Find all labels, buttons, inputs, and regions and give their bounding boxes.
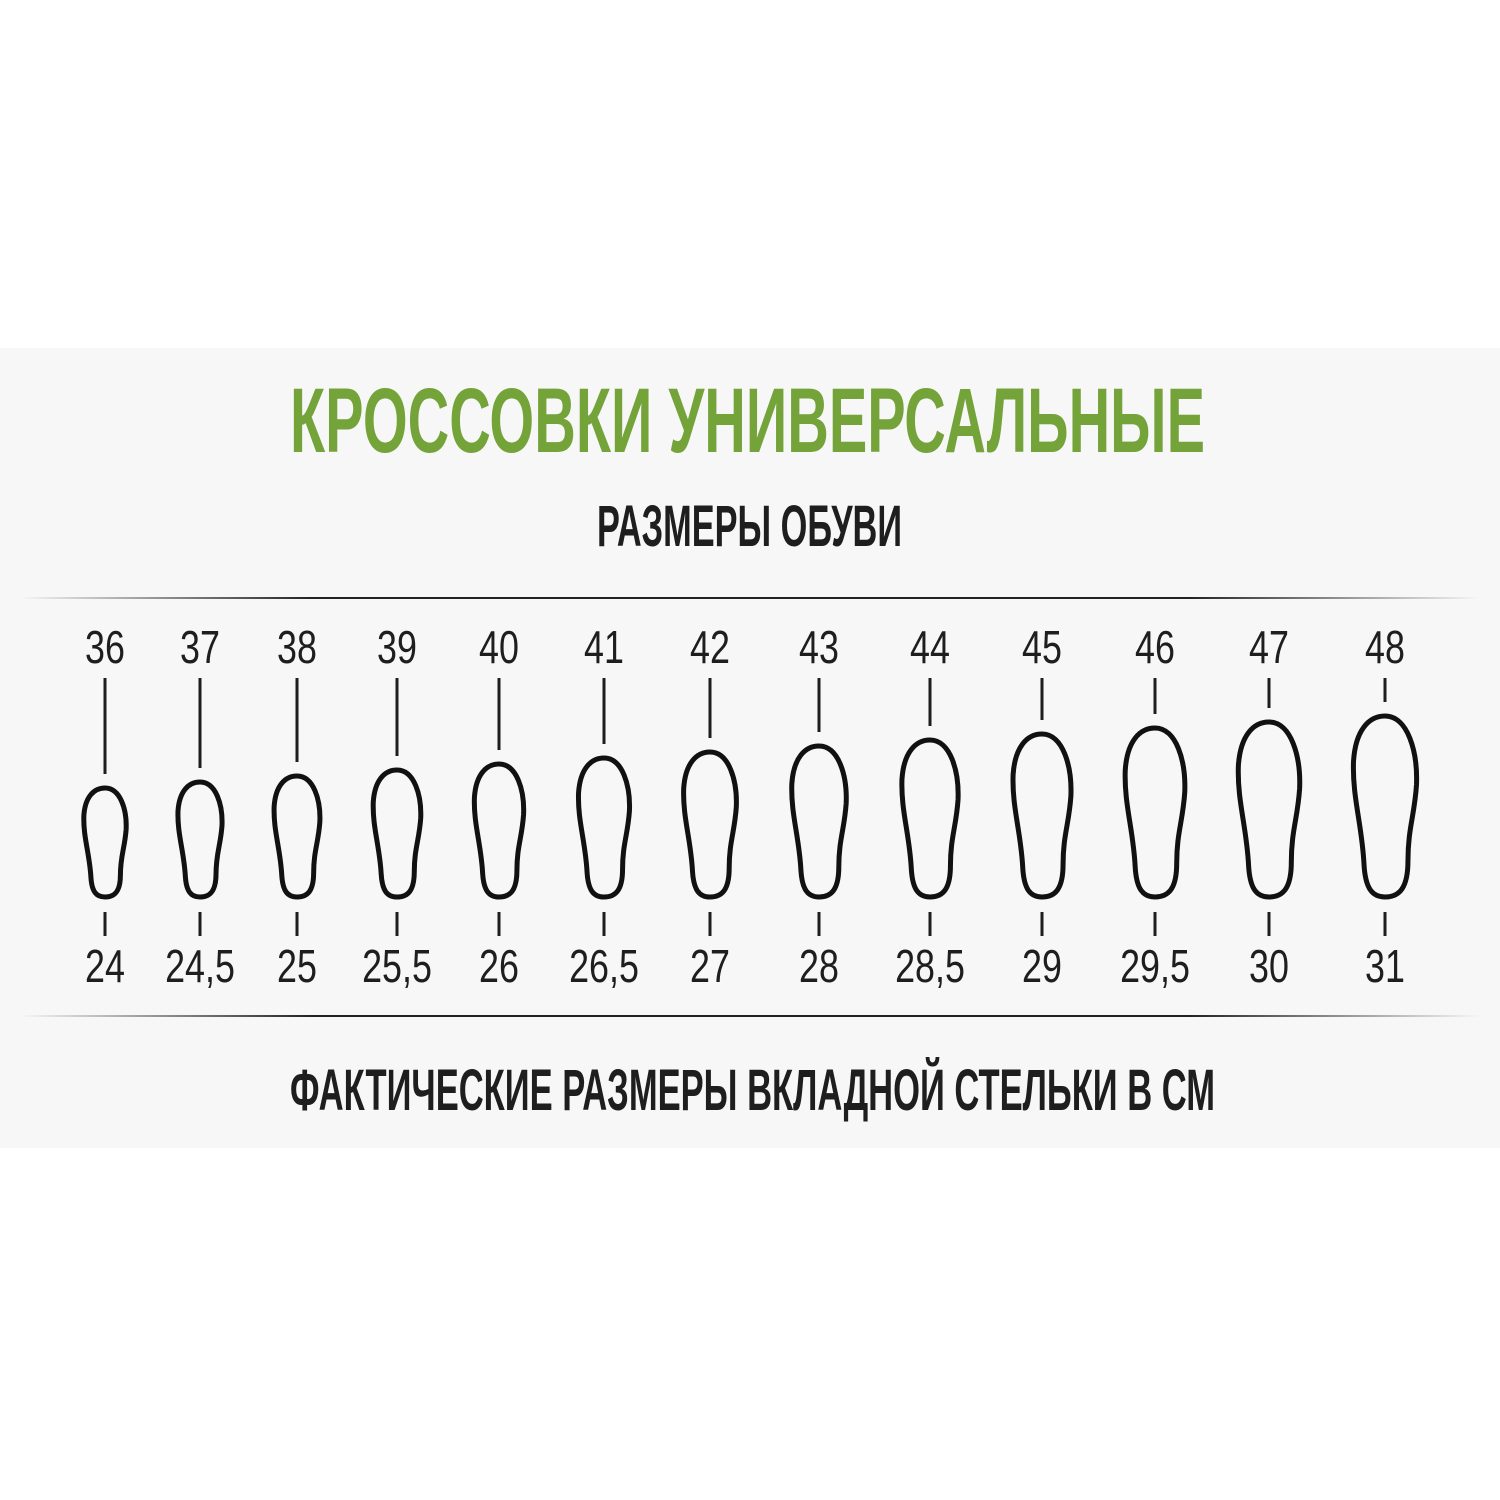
insole-length-cm-label: 25,5 — [362, 941, 432, 992]
eu-size-label: 45 — [1022, 622, 1062, 673]
eu-size-label: 48 — [1365, 622, 1405, 673]
size-item: 38 25 — [274, 622, 320, 992]
insole-length-cm-label: 29,5 — [1120, 941, 1190, 992]
insole-icon — [1013, 734, 1071, 897]
size-item: 47 30 — [1238, 622, 1299, 992]
insole-icon — [902, 740, 958, 897]
bottom-divider — [20, 1015, 1480, 1017]
size-item: 44 28,5 — [895, 622, 965, 992]
size-item: 37 24,5 — [165, 622, 235, 992]
eu-size-label: 36 — [85, 622, 125, 673]
insole-length-cm-label: 26 — [479, 941, 519, 992]
size-item: 48 31 — [1353, 622, 1416, 992]
insole-length-cm-label: 29 — [1022, 941, 1062, 992]
size-item: 43 28 — [792, 622, 847, 992]
insole-length-cm-label: 24,5 — [165, 941, 235, 992]
insole-length-cm-label: 30 — [1249, 941, 1289, 992]
eu-size-label: 46 — [1135, 622, 1175, 673]
insole-icon — [373, 770, 421, 897]
insole-length-cm-label: 24 — [85, 941, 125, 992]
eu-size-label: 42 — [690, 622, 730, 673]
insole-length-cm-label: 27 — [690, 941, 730, 992]
insole-icon — [84, 788, 126, 897]
eu-size-label: 38 — [277, 622, 317, 673]
insole-icon — [474, 764, 523, 897]
footer-caption: ФАКТИЧЕСКИЕ РАЗМЕРЫ ВКЛАДНОЙ СТЕЛЬКИ В С… — [290, 1058, 1215, 1123]
size-item: 36 24 — [84, 622, 126, 992]
size-item: 42 27 — [684, 622, 737, 992]
chart-panel — [0, 348, 1500, 1148]
size-item: 39 25,5 — [362, 622, 432, 992]
insole-length-cm-label: 26,5 — [569, 941, 639, 992]
insole-length-cm-label: 25 — [277, 941, 317, 992]
top-divider — [20, 597, 1480, 599]
eu-size-label: 47 — [1249, 622, 1289, 673]
insole-icon — [578, 758, 629, 897]
eu-size-label: 40 — [479, 622, 519, 673]
insole-icon — [684, 752, 737, 897]
size-item: 41 26,5 — [569, 622, 639, 992]
insole-icon — [178, 782, 222, 897]
eu-size-label: 43 — [799, 622, 839, 673]
size-item: 45 29 — [1013, 622, 1071, 992]
insole-length-cm-label: 28,5 — [895, 941, 965, 992]
insole-icon — [1125, 728, 1185, 897]
size-item: 46 29,5 — [1120, 622, 1190, 992]
insole-length-cm-label: 28 — [799, 941, 839, 992]
insole-icon — [792, 746, 847, 897]
eu-size-label: 41 — [584, 622, 624, 673]
insole-length-cm-label: 31 — [1365, 941, 1405, 992]
page-title: КРОССОВКИ УНИВЕРСАЛЬНЫЕ — [290, 370, 1205, 472]
insole-icon — [1238, 722, 1299, 897]
insole-icon — [1353, 716, 1416, 897]
eu-size-label: 37 — [180, 622, 220, 673]
insole-icon — [274, 776, 320, 897]
eu-size-label: 44 — [910, 622, 950, 673]
size-item: 40 26 — [474, 622, 523, 992]
eu-size-label: 39 — [377, 622, 417, 673]
subtitle: РАЗМЕРЫ ОБУВИ — [597, 494, 902, 559]
